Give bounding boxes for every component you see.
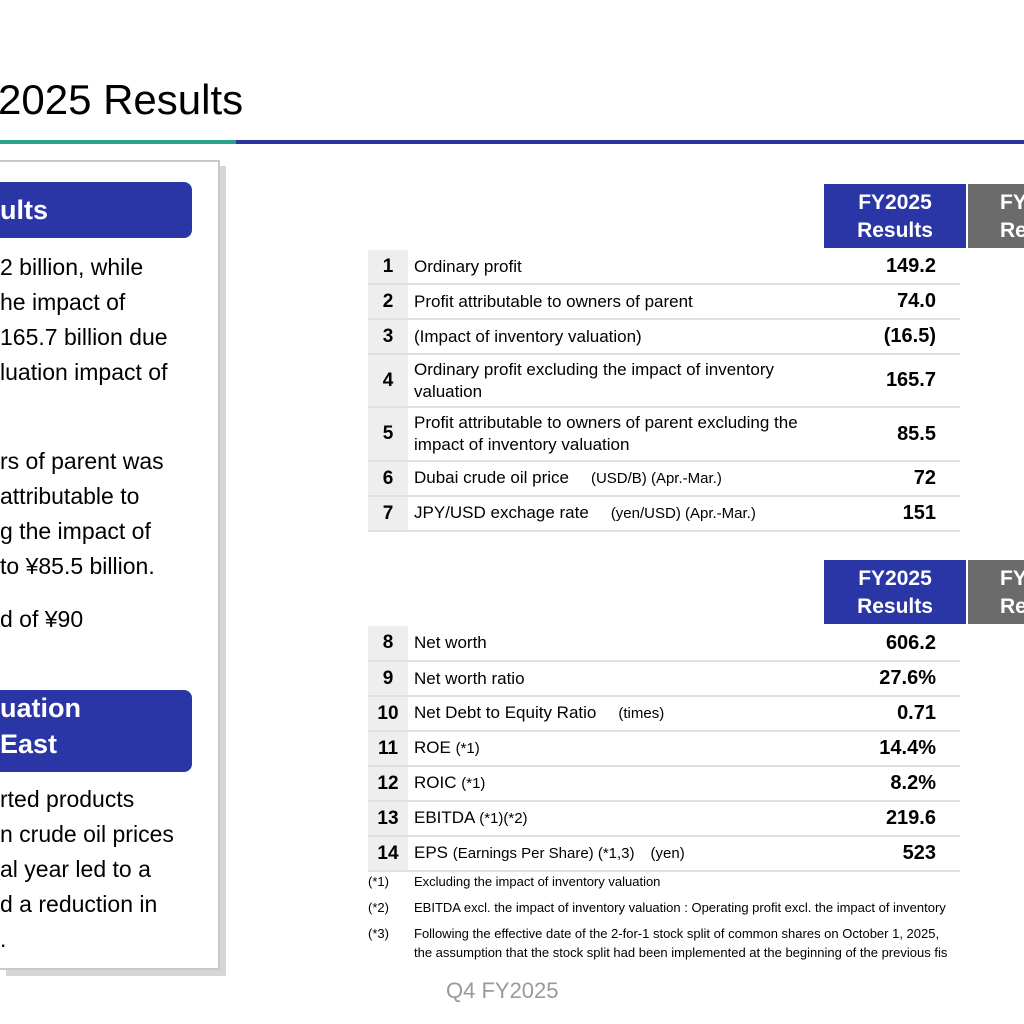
valuation-badge: uation East (0, 690, 192, 772)
profit-table: 1 Ordinary profit 149.2 2 Profit attribu… (368, 250, 960, 532)
table-row: 11 ROE (*1) 14.4% (368, 731, 960, 767)
table-row: 3 (Impact of inventory valuation) (16.5) (368, 319, 960, 355)
footnote-1: (*1) Excluding the impact of inventory va… (368, 874, 661, 889)
financial-indicators-table: 8 Net worth 606.2 9 Net worth ratio 27.6… (368, 626, 960, 872)
summary-paragraph-4: rted products n crude oil prices al year… (0, 786, 174, 952)
page-title: 2025 Results (0, 76, 244, 123)
summary-paragraph-2: rs of parent was attributable to g the i… (0, 448, 164, 579)
table1-header-comparison: FY Re (968, 184, 1024, 248)
summary-paragraph-3: d of ¥90 (0, 606, 84, 632)
table-row: 7 JPY/USD exchage rate (yen/USD) (Apr.-Ma… (368, 496, 960, 532)
summary-panel: ults 2 billion, while he impact of 165.7… (0, 160, 220, 970)
page-footer: Q4 FY2025 (446, 978, 559, 1003)
table1-header-fy2025: FY2025 Results (824, 184, 966, 248)
table-row: 13 EBITDA (*1)(*2) 219.6 (368, 801, 960, 837)
results-badge: ults (0, 182, 192, 238)
footnote-2: (*2) EBITDA excl. the impact of inventory… (368, 900, 946, 915)
table-row: 9 Net worth ratio 27.6% (368, 661, 960, 697)
table-row: 12 ROIC (*1) 8.2% (368, 766, 960, 802)
table-row: 2 Profit attributable to owners of paren… (368, 284, 960, 320)
table-row: 8 Net worth 606.2 (368, 626, 960, 662)
summary-paragraph-1: 2 billion, while he impact of 165.7 bill… (0, 254, 168, 385)
table-row: 4 Ordinary profit excluding the impact o… (368, 354, 960, 408)
table-row: 1 Ordinary profit 149.2 (368, 250, 960, 285)
footnote-3: (*3) Following the effective date of the … (368, 926, 948, 960)
table-row: 14 EPS (Earnings Per Share) (*1,3) (yen) … (368, 836, 960, 872)
table2-header-comparison: FY Re (968, 560, 1024, 624)
title-underline (236, 140, 1024, 144)
table-row: 5 Profit attributable to owners of paren… (368, 407, 960, 462)
title-underline-accent (0, 140, 236, 144)
table2-header-fy2025: FY2025 Results (824, 560, 966, 624)
table-row: 10 Net Debt to Equity Ratio (times) 0.71 (368, 696, 960, 732)
table-row: 6 Dubai crude oil price (USD/B) (Apr.-Mar… (368, 461, 960, 497)
